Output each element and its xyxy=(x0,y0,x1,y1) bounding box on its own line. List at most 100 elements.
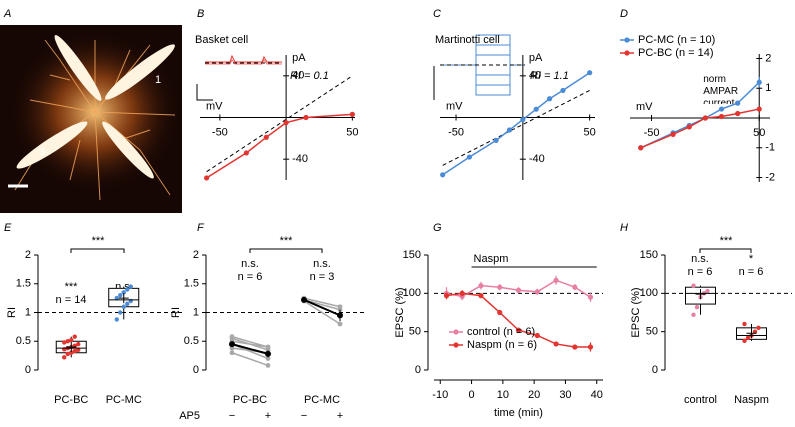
data-point xyxy=(349,111,355,117)
y-axis-label: pA xyxy=(292,52,306,64)
data-point xyxy=(497,284,503,290)
data-point xyxy=(735,100,741,106)
significance-bracket xyxy=(249,248,323,253)
y-axis-label: EPSC (%) xyxy=(630,287,642,337)
data-point xyxy=(62,340,67,345)
panel-label: C xyxy=(433,8,441,20)
data-point xyxy=(587,70,593,76)
scale-bar xyxy=(196,84,213,101)
data-point xyxy=(534,332,540,339)
data-point xyxy=(572,344,578,350)
data-point xyxy=(515,327,522,333)
mean-point xyxy=(265,350,271,357)
x-tick-label: PC-MC xyxy=(304,394,340,406)
y-tick-label: 150 xyxy=(403,249,421,261)
data-point xyxy=(118,310,123,315)
paired-line xyxy=(303,300,341,325)
x-tick-label: 50 xyxy=(753,127,765,139)
condition-label: + xyxy=(265,410,271,422)
annotation: * xyxy=(749,253,754,265)
annotation: RI = 0.1 xyxy=(290,70,329,82)
panel-label: D xyxy=(620,8,628,20)
legend-label: PC-MC (n = 10) xyxy=(638,34,715,46)
inset-trace xyxy=(205,54,282,63)
data-point xyxy=(546,96,553,102)
x-tick-label: control xyxy=(684,394,717,406)
inset-trace xyxy=(440,64,525,96)
image-label: 1 xyxy=(155,74,161,86)
y-axis-label-box: norm AMPAR current xyxy=(703,74,738,104)
data-point xyxy=(718,113,725,120)
y-tick-label: 50 xyxy=(409,326,421,338)
data-point xyxy=(440,172,446,178)
data-point xyxy=(756,106,762,112)
data-point xyxy=(118,293,123,298)
y-tick-label: 0 xyxy=(652,364,658,376)
data-point xyxy=(691,312,696,317)
paired-line xyxy=(303,297,341,308)
x-tick-label: PC-BC xyxy=(233,394,267,406)
x-tick-label: 30 xyxy=(559,389,571,401)
annotation: *** xyxy=(280,235,294,247)
data-point xyxy=(65,351,70,357)
annotation: n = 3 xyxy=(310,271,335,283)
box-mean xyxy=(118,293,129,304)
y-tick-label: 0 xyxy=(415,364,421,376)
data-point xyxy=(229,350,235,356)
mean-line xyxy=(231,343,269,355)
data-point xyxy=(515,287,522,293)
data-point xyxy=(572,284,578,290)
annotation: n = 6 xyxy=(238,271,263,283)
data-point xyxy=(337,321,343,327)
x-tick-label: -50 xyxy=(448,126,464,138)
y-tick-label: 1.5 xyxy=(16,278,31,290)
data-point xyxy=(128,284,133,289)
condition-title: AP5 xyxy=(179,410,200,422)
y-tick-label: 2 xyxy=(193,249,199,261)
annotation: n.s. xyxy=(691,253,709,265)
y-tick-label: 1 xyxy=(193,306,199,318)
y-tick-label: -1 xyxy=(765,142,775,154)
y-tick-label: 1 xyxy=(25,306,31,318)
data-point xyxy=(263,134,269,140)
legend-marker xyxy=(453,342,459,348)
x-tick-label: -10 xyxy=(432,389,448,401)
paired-line xyxy=(231,352,269,367)
data-point xyxy=(702,115,708,121)
significance-bracket xyxy=(699,248,752,253)
annotation: RI = 1.1 xyxy=(530,70,569,82)
data-point xyxy=(497,309,503,316)
y-tick-label: -40 xyxy=(292,153,308,165)
data-point xyxy=(114,295,119,301)
data-point xyxy=(283,120,289,126)
data-point xyxy=(121,304,126,309)
data-point xyxy=(69,350,74,355)
x-axis-label: mV xyxy=(636,101,653,113)
panel-label: B xyxy=(197,8,204,20)
data-point xyxy=(718,106,725,112)
data-point xyxy=(756,325,761,331)
y-axis-label: EPSC (%) xyxy=(394,287,406,337)
inset-trace xyxy=(205,59,282,65)
annotation: n = 14 xyxy=(56,294,87,306)
legend-label: Naspm (n = 6) xyxy=(467,339,537,351)
data-point xyxy=(638,145,644,151)
y-tick-label: 0.5 xyxy=(184,335,199,347)
y-tick-label: 0.5 xyxy=(16,335,31,347)
data-point xyxy=(735,110,741,117)
data-point xyxy=(742,321,747,327)
data-point xyxy=(72,334,77,339)
fit-line xyxy=(206,75,353,173)
series-line xyxy=(206,113,353,179)
data-point xyxy=(243,150,249,156)
data-point xyxy=(265,363,271,368)
chart-title: Basket cell xyxy=(195,34,248,46)
mean-point xyxy=(301,296,307,303)
y-tick-label: 100 xyxy=(403,287,421,299)
data-point xyxy=(443,293,450,299)
data-point xyxy=(705,288,710,294)
data-point xyxy=(265,344,271,350)
x-axis-label: mV xyxy=(446,100,463,112)
data-point xyxy=(493,137,499,144)
